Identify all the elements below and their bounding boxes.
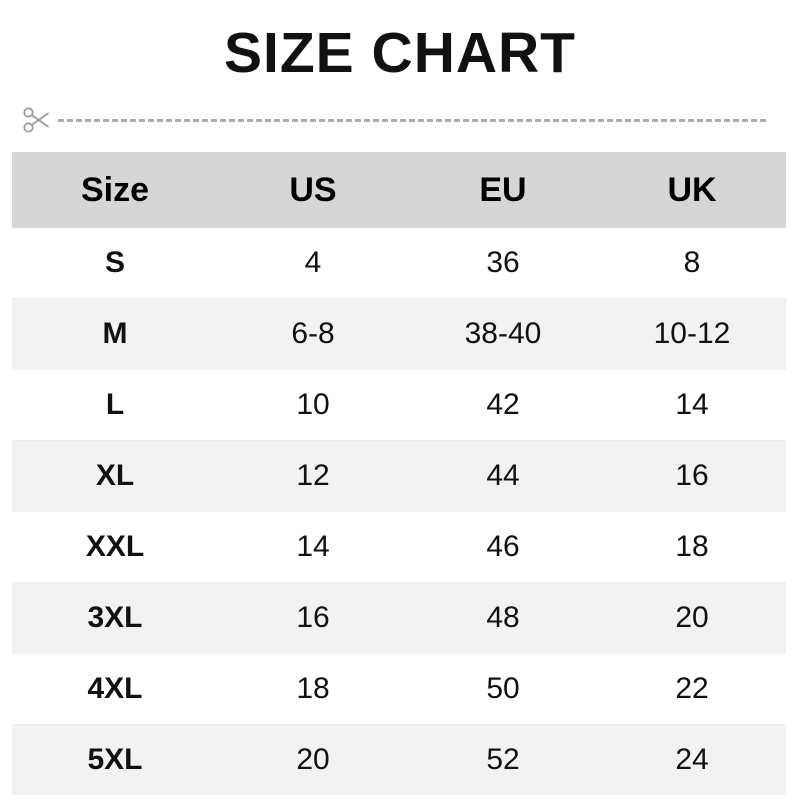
cell-eu: 42: [408, 369, 598, 441]
cell-uk: 8: [598, 228, 786, 299]
cell-us: 4: [218, 228, 408, 299]
cell-size: L: [12, 369, 218, 441]
table-row: 3XL 16 48 20: [12, 582, 786, 654]
cell-uk: 14: [598, 369, 786, 441]
table-row: L 10 42 14: [12, 369, 786, 441]
cell-us: 12: [218, 440, 408, 512]
cell-uk: 24: [598, 724, 786, 795]
size-chart-table: Size US EU UK S 4 36 8 M 6-8 38-40 10-12…: [12, 152, 786, 795]
dashed-cut-line: [58, 118, 766, 122]
cell-size: XL: [12, 440, 218, 512]
cell-eu: 44: [408, 440, 598, 512]
column-header-us: US: [218, 152, 408, 228]
cell-size: 5XL: [12, 724, 218, 795]
cell-us: 20: [218, 724, 408, 795]
table-row: 5XL 20 52 24: [12, 724, 786, 795]
table-header: Size US EU UK: [12, 152, 786, 228]
cell-size: 4XL: [12, 653, 218, 725]
cell-size: M: [12, 298, 218, 370]
cell-size: XXL: [12, 511, 218, 583]
cell-size: 3XL: [12, 582, 218, 654]
column-header-size: Size: [12, 152, 218, 228]
cell-uk: 20: [598, 582, 786, 654]
cell-us: 6-8: [218, 298, 408, 370]
cell-us: 18: [218, 653, 408, 725]
page-title: SIZE CHART: [224, 21, 576, 85]
cell-eu: 50: [408, 653, 598, 725]
column-header-uk: UK: [598, 152, 786, 228]
table-row: 4XL 18 50 22: [12, 653, 786, 725]
cell-eu: 46: [408, 511, 598, 583]
cell-eu: 36: [408, 228, 598, 299]
cell-eu: 48: [408, 582, 598, 654]
cell-us: 16: [218, 582, 408, 654]
column-header-eu: EU: [408, 152, 598, 228]
table-row: XXL 14 46 18: [12, 511, 786, 583]
cell-eu: 52: [408, 724, 598, 795]
table-row: S 4 36 8: [12, 228, 786, 299]
cell-us: 10: [218, 369, 408, 441]
cell-us: 14: [218, 511, 408, 583]
header-row: Size US EU UK: [12, 152, 786, 228]
cut-line-row: [22, 103, 778, 137]
cell-uk: 10-12: [598, 298, 786, 370]
cell-eu: 38-40: [408, 298, 598, 370]
cell-uk: 16: [598, 440, 786, 512]
table-row: XL 12 44 16: [12, 440, 786, 512]
cell-uk: 22: [598, 653, 786, 725]
cell-size: S: [12, 228, 218, 299]
table-row: M 6-8 38-40 10-12: [12, 298, 786, 370]
cell-uk: 18: [598, 511, 786, 583]
scissors-icon: [23, 107, 49, 133]
table-body: S 4 36 8 M 6-8 38-40 10-12 L 10 42 14 XL…: [12, 228, 786, 795]
